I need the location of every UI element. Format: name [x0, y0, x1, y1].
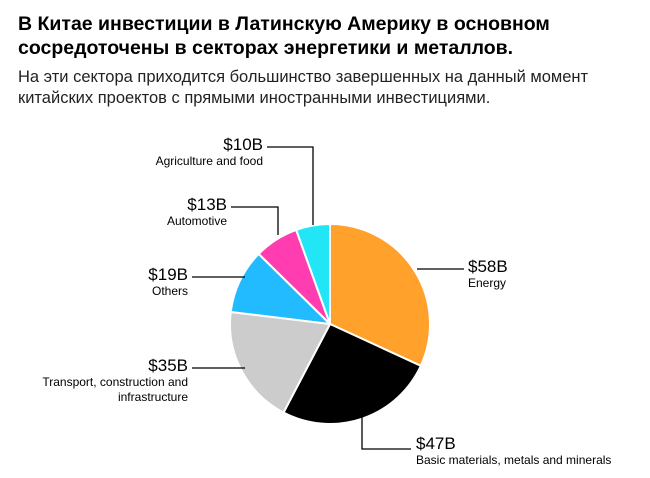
value-label-2: $47B	[416, 434, 456, 453]
category-label-1: Energy	[468, 276, 506, 290]
value-label-6: $10B	[223, 135, 263, 154]
pie-slice-3	[229, 310, 332, 414]
category-label-5: Automotive	[167, 214, 227, 228]
category-label-3-line-2: infrastructure	[118, 390, 188, 404]
pie-slice-1	[329, 222, 431, 368]
value-label-4: $19B	[148, 265, 188, 284]
value-label-3: $35B	[148, 356, 188, 375]
category-label-6: Agriculture and food	[156, 154, 263, 168]
category-label-4: Others	[152, 284, 188, 298]
category-label-3-line-1: Transport, construction and	[42, 375, 188, 389]
chart-title: В Китае инвестиции в Латинскую Америку в…	[18, 13, 550, 59]
pie-slice-6	[294, 222, 331, 325]
leader-line-2	[361, 412, 411, 450]
leader-line-6	[267, 146, 314, 225]
value-label-1: $58B	[468, 257, 508, 276]
value-label-5: $13B	[187, 195, 227, 214]
leader-line-5	[231, 206, 279, 235]
category-label-2: Basic materials, metals and minerals	[416, 453, 611, 467]
chart-subtitle: На эти сектора приходится большинство за…	[18, 68, 589, 107]
